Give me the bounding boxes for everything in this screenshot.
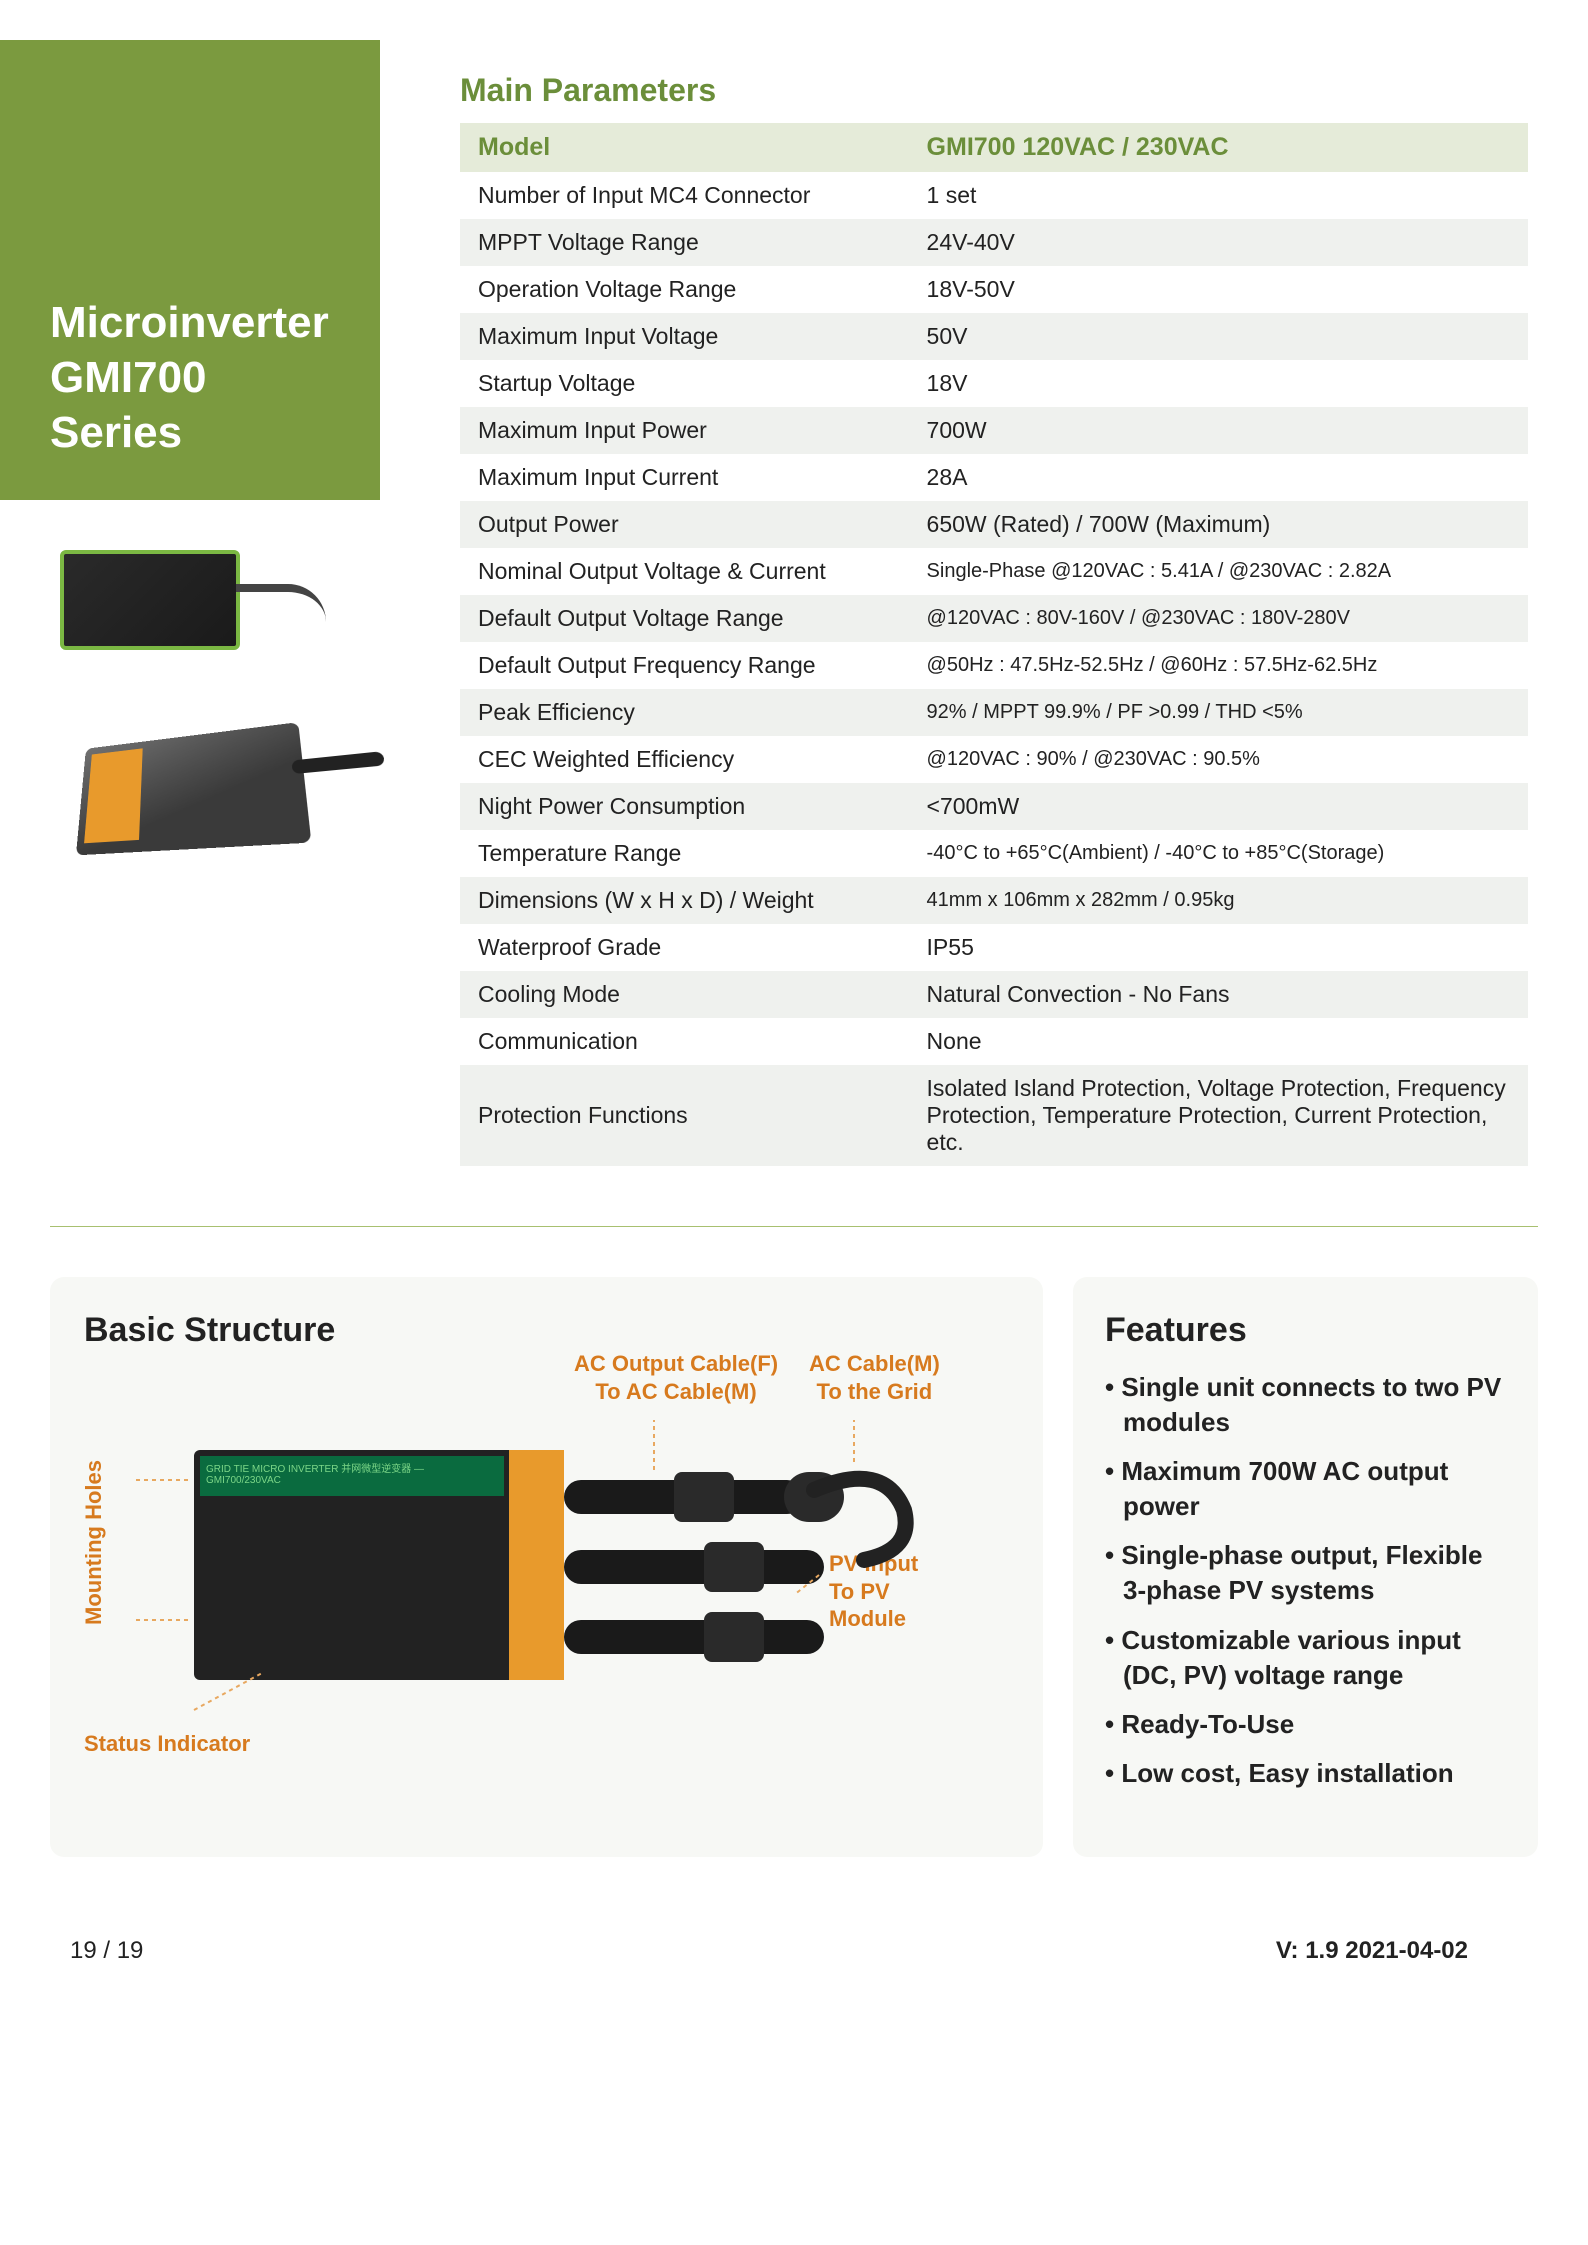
table-row: Protection FunctionsIsolated Island Prot… xyxy=(460,1065,1528,1166)
param-label: Protection Functions xyxy=(460,1065,909,1166)
label-ac-cable: AC Cable(M) To the Grid xyxy=(809,1350,940,1405)
table-row: CEC Weighted Efficiency@120VAC : 90% / @… xyxy=(460,736,1528,783)
param-value: <700mW xyxy=(909,783,1528,830)
table-row: Peak Efficiency92% / MPPT 99.9% / PF >0.… xyxy=(460,689,1528,736)
param-label: Startup Voltage xyxy=(460,360,909,407)
table-row: Default Output Frequency Range@50Hz : 47… xyxy=(460,642,1528,689)
param-value: 700W xyxy=(909,407,1528,454)
param-label: Operation Voltage Range xyxy=(460,266,909,313)
param-label: Communication xyxy=(460,1018,909,1065)
param-value: Isolated Island Protection, Voltage Prot… xyxy=(909,1065,1528,1166)
param-value: 41mm x 106mm x 282mm / 0.95kg xyxy=(909,877,1528,924)
param-label: MPPT Voltage Range xyxy=(460,219,909,266)
table-row: Number of Input MC4 Connector1 set xyxy=(460,172,1528,219)
param-label: Peak Efficiency xyxy=(460,689,909,736)
structure-diagram: Mounting Holes Status Indicator AC Outpu… xyxy=(84,1420,1013,1770)
structure-title: Basic Structure xyxy=(84,1311,1013,1350)
table-row: Cooling ModeNatural Convection - No Fans xyxy=(460,971,1528,1018)
table-row: Nominal Output Voltage & CurrentSingle-P… xyxy=(460,548,1528,595)
cable-mid xyxy=(564,1550,824,1584)
table-row: Startup Voltage18V xyxy=(460,360,1528,407)
grid-cable-icon xyxy=(804,1450,944,1570)
param-value: @50Hz : 47.5Hz-52.5Hz / @60Hz : 57.5Hz-6… xyxy=(909,642,1528,689)
feature-item: • Customizable various input (DC, PV) vo… xyxy=(1105,1623,1506,1693)
param-value: IP55 xyxy=(909,924,1528,971)
label-ac-output: AC Output Cable(F) To AC Cable(M) xyxy=(574,1350,778,1405)
version-date: V: 1.9 2021-04-02 xyxy=(1276,1937,1468,1965)
product-image-bottom xyxy=(50,720,380,860)
page-number: 19 / 19 xyxy=(70,1937,143,1965)
table-row: Dimensions (W x H x D) / Weight41mm x 10… xyxy=(460,877,1528,924)
param-value: 18V-50V xyxy=(909,266,1528,313)
table-row: Operation Voltage Range18V-50V xyxy=(460,266,1528,313)
param-value: 92% / MPPT 99.9% / PF >0.99 / THD <5% xyxy=(909,689,1528,736)
param-label: Dimensions (W x H x D) / Weight xyxy=(460,877,909,924)
param-label: Maximum Input Power xyxy=(460,407,909,454)
param-label: Night Power Consumption xyxy=(460,783,909,830)
product-image-top xyxy=(50,540,380,680)
param-value: Natural Convection - No Fans xyxy=(909,971,1528,1018)
param-value: -40°C to +65°C(Ambient) / -40°C to +85°C… xyxy=(909,830,1528,877)
feature-item: • Maximum 700W AC output power xyxy=(1105,1454,1506,1524)
main-params-title: Main Parameters xyxy=(460,72,1528,109)
param-value: 50V xyxy=(909,313,1528,360)
param-value: None xyxy=(909,1018,1528,1065)
features-panel: Features • Single unit connects to two P… xyxy=(1073,1277,1538,1857)
param-label: Cooling Mode xyxy=(460,971,909,1018)
connector-pv xyxy=(704,1612,764,1662)
param-value: 28A xyxy=(909,454,1528,501)
table-row: Default Output Voltage Range@120VAC : 80… xyxy=(460,595,1528,642)
device-body: GRID TIE MICRO INVERTER 并网微型逆变器 — GMI700… xyxy=(194,1450,564,1680)
feature-item: • Ready-To-Use xyxy=(1105,1707,1506,1742)
section-divider xyxy=(50,1226,1538,1227)
table-row: MPPT Voltage Range24V-40V xyxy=(460,219,1528,266)
param-value: Single-Phase @120VAC : 5.41A / @230VAC :… xyxy=(909,548,1528,595)
label-mounting-holes: Mounting Holes xyxy=(80,1460,108,1625)
parameters-table: ModelGMI700 120VAC / 230VACNumber of Inp… xyxy=(460,123,1528,1166)
param-value: 18V xyxy=(909,360,1528,407)
param-label: Waterproof Grade xyxy=(460,924,909,971)
table-row: Waterproof GradeIP55 xyxy=(460,924,1528,971)
param-label: Number of Input MC4 Connector xyxy=(460,172,909,219)
header-label: Model xyxy=(460,123,909,172)
feature-item: • Single-phase output, Flexible 3-phase … xyxy=(1105,1538,1506,1608)
cable-pv xyxy=(564,1620,824,1654)
connector-ac-out xyxy=(674,1472,734,1522)
table-header-row: ModelGMI700 120VAC / 230VAC xyxy=(460,123,1528,172)
table-row: Maximum Input Current28A xyxy=(460,454,1528,501)
product-title: Microinverter GMI700 Series xyxy=(50,295,340,460)
param-label: Output Power xyxy=(460,501,909,548)
table-row: Maximum Input Voltage50V xyxy=(460,313,1528,360)
label-status-indicator: Status Indicator xyxy=(84,1730,250,1758)
param-label: Default Output Voltage Range xyxy=(460,595,909,642)
features-title: Features xyxy=(1105,1311,1506,1350)
param-value: 24V-40V xyxy=(909,219,1528,266)
connector-mid xyxy=(704,1542,764,1592)
features-list: • Single unit connects to two PV modules… xyxy=(1105,1370,1506,1791)
param-label: Default Output Frequency Range xyxy=(460,642,909,689)
device-header-strip: GRID TIE MICRO INVERTER 并网微型逆变器 — GMI700… xyxy=(200,1456,504,1496)
param-value: @120VAC : 80V-160V / @230VAC : 180V-280V xyxy=(909,595,1528,642)
feature-item: • Single unit connects to two PV modules xyxy=(1105,1370,1506,1440)
param-value: 1 set xyxy=(909,172,1528,219)
table-row: Output Power650W (Rated) / 700W (Maximum… xyxy=(460,501,1528,548)
title-banner: Microinverter GMI700 Series xyxy=(0,40,380,500)
param-value: 650W (Rated) / 700W (Maximum) xyxy=(909,501,1528,548)
feature-item: • Low cost, Easy installation xyxy=(1105,1756,1506,1791)
param-label: Temperature Range xyxy=(460,830,909,877)
param-label: CEC Weighted Efficiency xyxy=(460,736,909,783)
param-label: Nominal Output Voltage & Current xyxy=(460,548,909,595)
basic-structure-panel: Basic Structure Mounting Holes Status In… xyxy=(50,1277,1043,1857)
header-value: GMI700 120VAC / 230VAC xyxy=(909,123,1528,172)
param-value: @120VAC : 90% / @230VAC : 90.5% xyxy=(909,736,1528,783)
table-row: CommunicationNone xyxy=(460,1018,1528,1065)
table-row: Night Power Consumption<700mW xyxy=(460,783,1528,830)
param-label: Maximum Input Voltage xyxy=(460,313,909,360)
table-row: Maximum Input Power700W xyxy=(460,407,1528,454)
table-row: Temperature Range-40°C to +65°C(Ambient)… xyxy=(460,830,1528,877)
product-images xyxy=(0,500,430,860)
param-label: Maximum Input Current xyxy=(460,454,909,501)
